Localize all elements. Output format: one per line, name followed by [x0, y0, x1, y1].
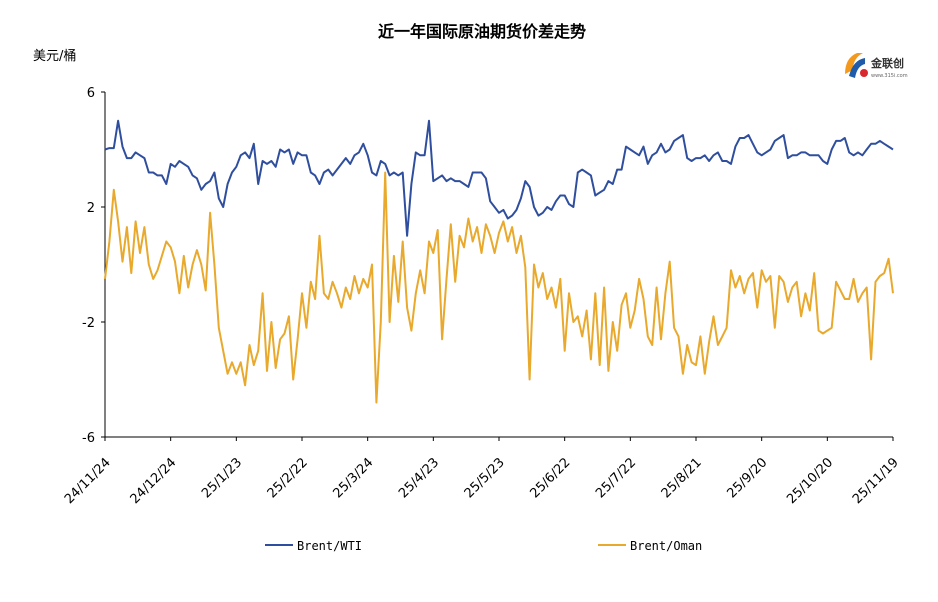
legend-label: Brent/WTI [297, 539, 362, 553]
y-tick-label: 2 [87, 201, 95, 216]
x-tick-label: 25/9/20 [724, 455, 770, 501]
series-line-brent-wti [104, 119, 894, 237]
logo-sub-text: www.315i.com [871, 73, 908, 79]
x-tick-label: 25/8/21 [659, 455, 705, 501]
x-tick-label: 25/4/23 [396, 455, 442, 501]
brand-logo: 金联创 www.315i.com [843, 48, 915, 82]
y-tick-label: -6 [82, 431, 95, 446]
chart-title: 近一年国际原油期货价差走势 [378, 22, 586, 41]
brand-logo-icon: 金联创 www.315i.com [845, 53, 908, 79]
x-tick-label: 25/7/22 [593, 455, 639, 501]
x-tick-label: 25/3/24 [330, 455, 376, 501]
x-tick-label: 24/12/24 [128, 455, 180, 507]
y-axis-label: 美元/桶 [33, 49, 76, 64]
series-layer [104, 119, 894, 404]
legend-label: Brent/Oman [630, 539, 702, 553]
x-tick-label: 25/11/19 [850, 455, 902, 507]
x-tick-label: 25/2/22 [265, 455, 311, 501]
y-tick-label: -2 [82, 316, 95, 331]
x-tick-label: 24/11/24 [62, 455, 114, 507]
x-tick-label: 25/5/23 [462, 455, 508, 501]
x-tick-label: 25/6/22 [527, 455, 573, 501]
axes: 6 2 -2 -6 24/11/24 24/12/24 25/1/23 25/2/22 25/3… [62, 86, 902, 507]
logo-brand-text: 金联创 [870, 56, 904, 70]
legend: Brent/WTI Brent/Oman [265, 539, 702, 553]
x-tick-label: 25/10/20 [784, 455, 836, 507]
y-tick-label: 6 [87, 86, 95, 101]
series-line-brent-oman [104, 171, 894, 404]
x-tick-label: 25/1/23 [199, 455, 245, 501]
